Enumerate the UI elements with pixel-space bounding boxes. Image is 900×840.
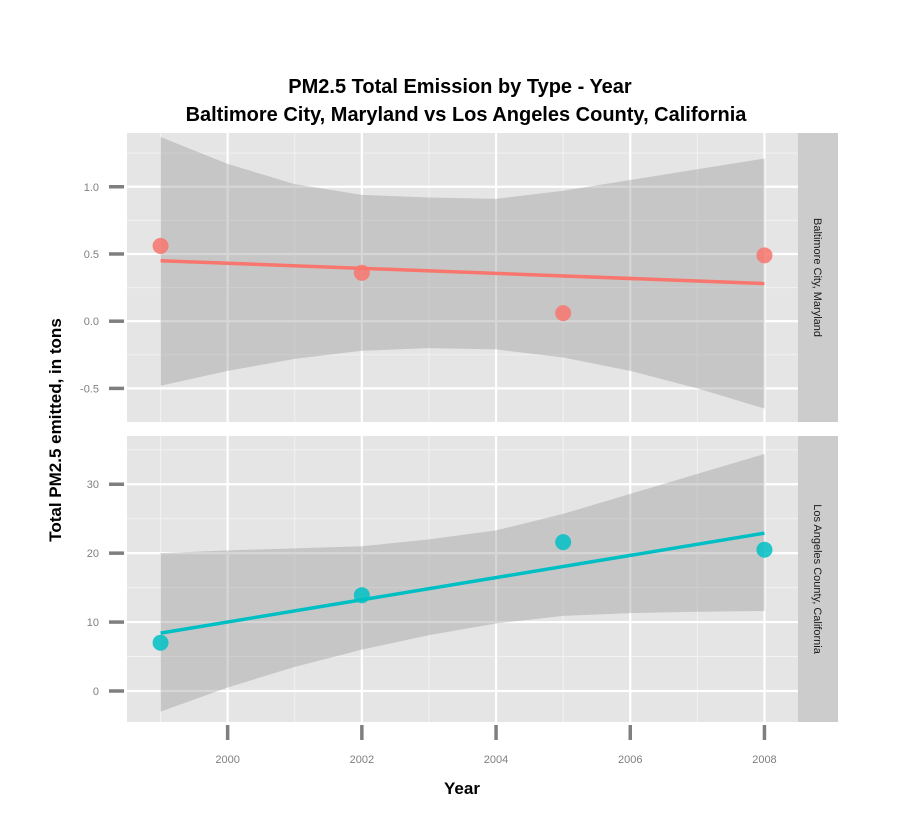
facet-strip [798,133,838,422]
data-point [756,541,773,558]
y-tick-label: 0.0 [84,316,99,328]
x-tick-label: 2006 [618,754,642,766]
x-axis: 2000 2002 2004 2006 2008 [215,725,777,766]
data-point [353,264,370,281]
facet-strip-label: Baltimore City, Maryland [811,218,823,337]
y-tick-label: 1.0 [84,182,99,194]
data-point [152,237,169,254]
x-tick-label: 2008 [752,754,776,766]
y-tick-label: 20 [87,548,99,560]
trend-line [160,531,765,635]
data-point [555,305,572,322]
data-point [152,634,169,651]
data-point [555,534,572,551]
panel-los-angeles: 30 20 10 0 Los Angeles County, California [87,436,838,722]
chart-title-line1: PM2.5 Total Emission by Type - Year [288,76,632,98]
x-tick-label: 2002 [350,754,374,766]
y-tick-label: 0.5 [84,249,99,261]
facet-strip [798,436,838,722]
x-tick-label: 2004 [484,754,508,766]
x-axis-title: Year [444,779,480,798]
panel-background [127,133,798,422]
x-tick-label: 2000 [215,754,239,766]
y-tick-label: 10 [87,617,99,629]
y-tick-label: 0 [93,686,99,698]
panel-baltimore: 1.0 0.5 0.0 -0.5 Baltimore City, Maryland [80,133,838,422]
y-tick-label: -0.5 [80,383,99,395]
trend-line [160,258,765,286]
y-tick-label: 30 [87,479,99,491]
facet-strip-label: Los Angeles County, California [811,504,823,654]
y-axis-title: Total PM2.5 emitted, in tons [46,318,65,542]
data-point [756,247,773,264]
chart-title-line2: Baltimore City, Maryland vs Los Angeles … [186,104,748,126]
data-point [353,587,370,604]
